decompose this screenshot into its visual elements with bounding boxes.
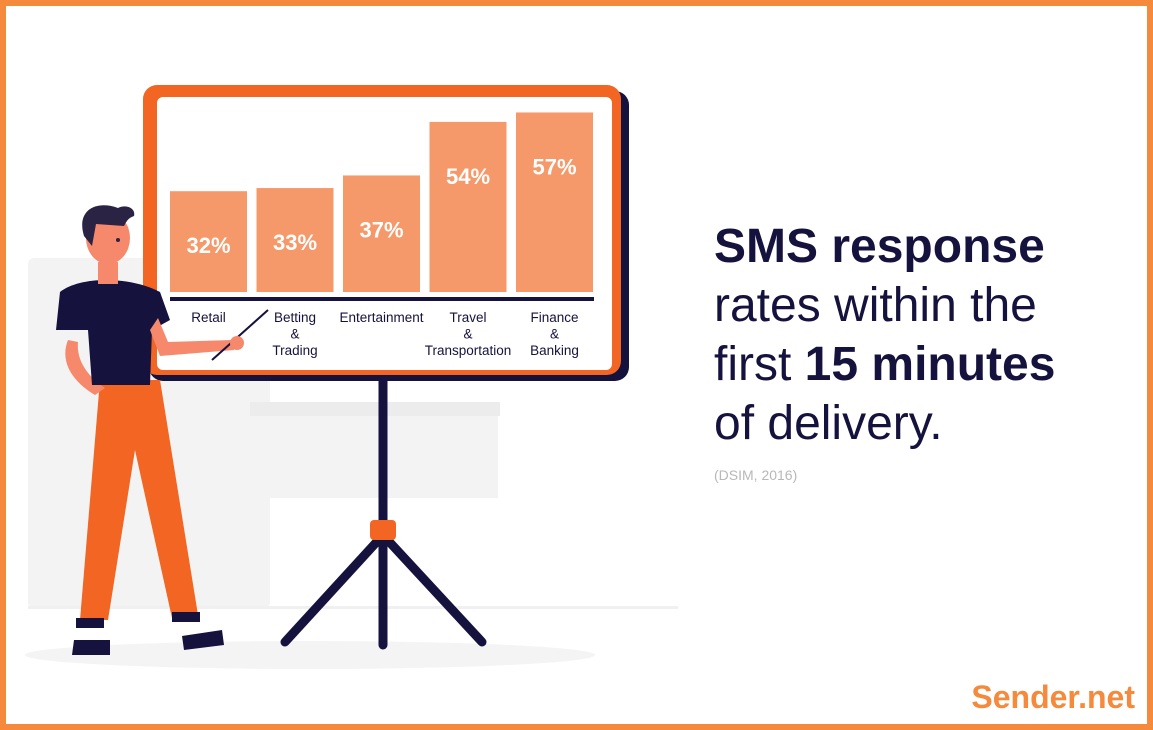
bar bbox=[516, 112, 593, 292]
headline-line: of delivery. bbox=[714, 397, 943, 450]
presenter bbox=[56, 205, 269, 655]
value-label: 54% bbox=[446, 164, 490, 189]
category-label: Betting & Trading bbox=[272, 310, 317, 358]
stand-clamp bbox=[370, 520, 396, 540]
category-label: Travel & Transportation bbox=[425, 310, 512, 358]
headline-segment: rates within the bbox=[714, 279, 1037, 332]
value-label: 33% bbox=[273, 230, 317, 255]
headline-line: first 15 minutes bbox=[714, 338, 1055, 391]
headline-segment: of delivery. bbox=[714, 397, 943, 450]
category-label: Entertainment bbox=[339, 310, 423, 325]
headline-line: SMS response bbox=[714, 220, 1045, 273]
bar bbox=[343, 175, 420, 292]
value-label: 57% bbox=[532, 154, 576, 179]
headline-segment: first bbox=[714, 338, 791, 391]
bar bbox=[256, 188, 334, 292]
floor-shadow bbox=[25, 641, 595, 669]
brand: Sender.net bbox=[971, 679, 1135, 715]
value-label: 32% bbox=[186, 233, 230, 258]
headline-segment: SMS bbox=[714, 220, 818, 273]
category-label: Finance & Banking bbox=[530, 310, 579, 358]
headline-segment: 15 minutes bbox=[805, 338, 1056, 391]
easel-stand bbox=[280, 373, 487, 650]
source: (DSIM, 2016) bbox=[714, 467, 797, 483]
category-label: Retail bbox=[191, 310, 226, 325]
headline-segment: response bbox=[831, 220, 1044, 273]
bar bbox=[429, 121, 507, 293]
bar bbox=[170, 191, 247, 292]
bar-group: 32% Retail 33% Betting & Trading 37% Entertainm… bbox=[170, 112, 593, 358]
headline-line: rates within the bbox=[714, 279, 1037, 332]
value-label: 37% bbox=[359, 217, 403, 242]
headline: SMS response rates within the first 15 min… bbox=[714, 220, 1055, 450]
